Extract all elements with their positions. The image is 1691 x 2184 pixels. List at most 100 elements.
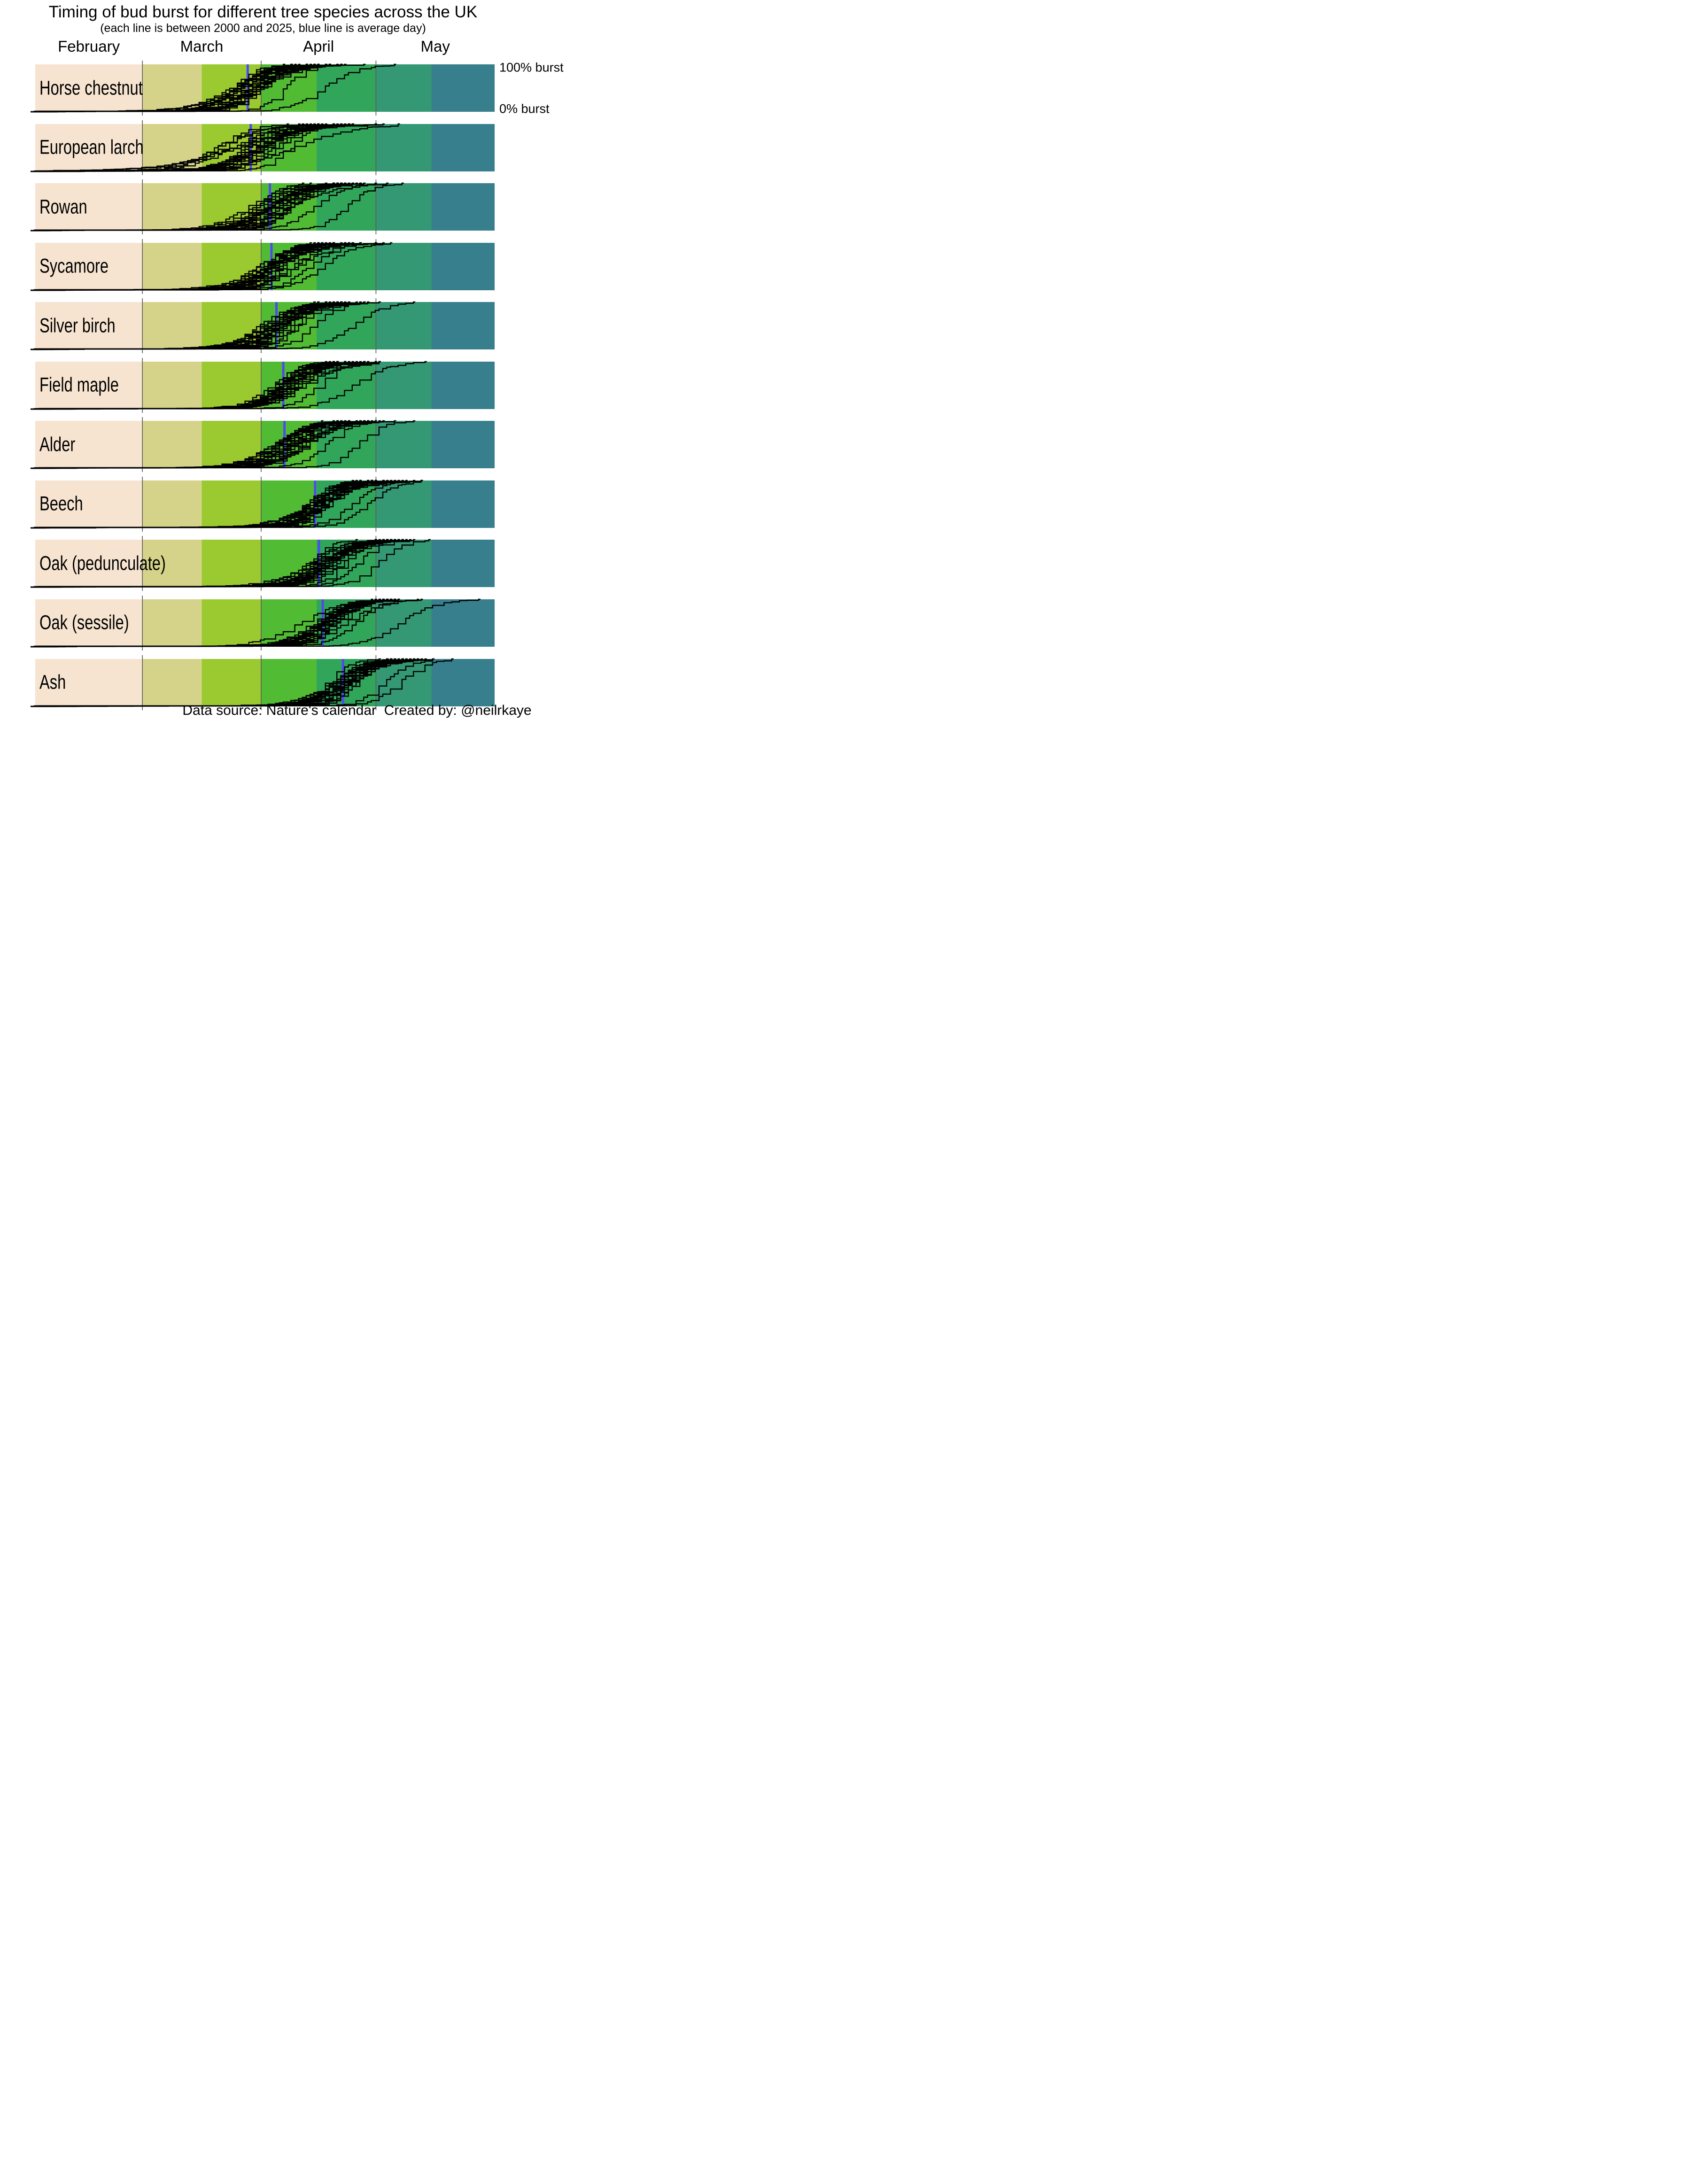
month-band	[202, 658, 261, 706]
species-label: Field maple	[39, 373, 119, 396]
month-band	[376, 540, 432, 588]
month-band	[317, 242, 376, 290]
month-band	[317, 361, 376, 409]
species-row: Ash	[0, 655, 564, 710]
species-label: Oak (sessile)	[39, 611, 129, 634]
yearly-budburst-curve	[31, 182, 404, 232]
month-band	[142, 361, 202, 409]
species-curves-chart	[31, 298, 495, 354]
month-band	[431, 480, 495, 528]
month-band	[142, 64, 202, 112]
month-band	[142, 421, 202, 469]
month-band	[35, 480, 143, 528]
species-label: Horse chestnut	[39, 77, 143, 99]
yearly-budburst-curve	[31, 361, 427, 410]
species-row: Sycamore	[0, 239, 564, 294]
month-band	[35, 658, 143, 706]
species-curves-chart	[31, 655, 495, 710]
yearly-budburst-curve	[31, 480, 396, 529]
month-band	[35, 302, 143, 350]
chart-title: Timing of bud burst for different tree s…	[48, 3, 478, 21]
species-row: European larch	[0, 120, 564, 175]
month-band	[35, 64, 143, 112]
species-label: Alder	[39, 433, 76, 456]
species-label: Ash	[39, 671, 66, 694]
month-band	[317, 64, 376, 112]
chart-subtitle: (each line is between 2000 and 2025, blu…	[100, 22, 426, 35]
yearly-budburst-curve	[31, 123, 339, 172]
month-band	[142, 599, 202, 647]
month-band	[431, 242, 495, 290]
yearly-budburst-curve	[31, 182, 377, 232]
month-band	[376, 599, 432, 647]
month-band	[202, 480, 261, 528]
yearly-budburst-curve	[31, 598, 481, 648]
month-label: April	[303, 38, 334, 55]
month-band	[376, 421, 432, 469]
month-band	[142, 302, 202, 350]
species-row: Oak (sessile)	[0, 595, 564, 651]
month-band	[431, 183, 495, 231]
month-band	[35, 421, 143, 469]
yearly-budburst-curve	[31, 242, 335, 291]
month-band	[35, 183, 143, 231]
species-label: Silver birch	[39, 314, 116, 337]
month-band	[376, 64, 432, 112]
species-row: Field maple	[0, 357, 564, 413]
month-band	[431, 421, 495, 469]
month-band	[202, 599, 261, 647]
yearly-budburst-curve	[31, 123, 400, 172]
yearly-budburst-curve	[31, 658, 454, 707]
month-band	[431, 361, 495, 409]
species-curves-chart	[31, 417, 495, 472]
month-band	[431, 599, 495, 647]
month-band	[202, 421, 261, 469]
species-label: Sycamore	[39, 255, 109, 278]
y-axis-bottom-label: 0% burst	[499, 101, 550, 116]
species-row: Beech	[0, 476, 564, 532]
month-band	[431, 540, 495, 588]
month-band	[431, 124, 495, 171]
month-band	[376, 302, 432, 350]
month-band	[431, 64, 495, 112]
month-band	[142, 242, 202, 290]
month-band	[142, 658, 202, 706]
month-band	[35, 540, 143, 588]
month-band	[376, 480, 432, 528]
species-curves-chart	[31, 61, 495, 116]
yearly-budburst-curve	[31, 420, 343, 469]
yearly-budburst-curve	[31, 539, 431, 588]
species-curves-chart	[31, 357, 495, 413]
species-row: Oak (pedunculate)	[0, 536, 564, 591]
month-label: March	[180, 38, 224, 55]
yearly-budburst-curve	[31, 63, 396, 113]
species-curves-chart	[31, 179, 495, 235]
month-band	[142, 540, 202, 588]
species-label: Rowan	[39, 195, 87, 218]
species-label: Beech	[39, 492, 83, 515]
species-row: Rowan	[0, 179, 564, 235]
species-curves-chart	[31, 239, 495, 294]
month-band	[35, 599, 143, 647]
month-band	[142, 183, 202, 231]
chart-canvas: Timing of bud burst for different tree s…	[0, 0, 564, 728]
average-day-line	[246, 64, 249, 112]
month-band	[35, 242, 143, 290]
month-label: February	[58, 38, 120, 55]
species-label: Oak (pedunculate)	[39, 552, 166, 575]
month-band	[431, 658, 495, 706]
month-band	[376, 361, 432, 409]
species-curves-chart	[31, 536, 495, 591]
month-band	[142, 480, 202, 528]
month-band	[376, 124, 432, 171]
yearly-budburst-curve	[31, 182, 339, 232]
yearly-budburst-curve	[31, 242, 393, 291]
species-curves-chart	[31, 120, 495, 175]
chart-footer: Data source: Nature's calendar Created b…	[182, 703, 532, 718]
month-band	[202, 540, 261, 588]
month-band	[431, 302, 495, 350]
y-axis-top-label: 100% burst	[499, 60, 564, 75]
species-row: Alder	[0, 417, 564, 472]
yearly-budburst-curve	[31, 480, 423, 529]
yearly-budburst-curve	[31, 301, 416, 350]
